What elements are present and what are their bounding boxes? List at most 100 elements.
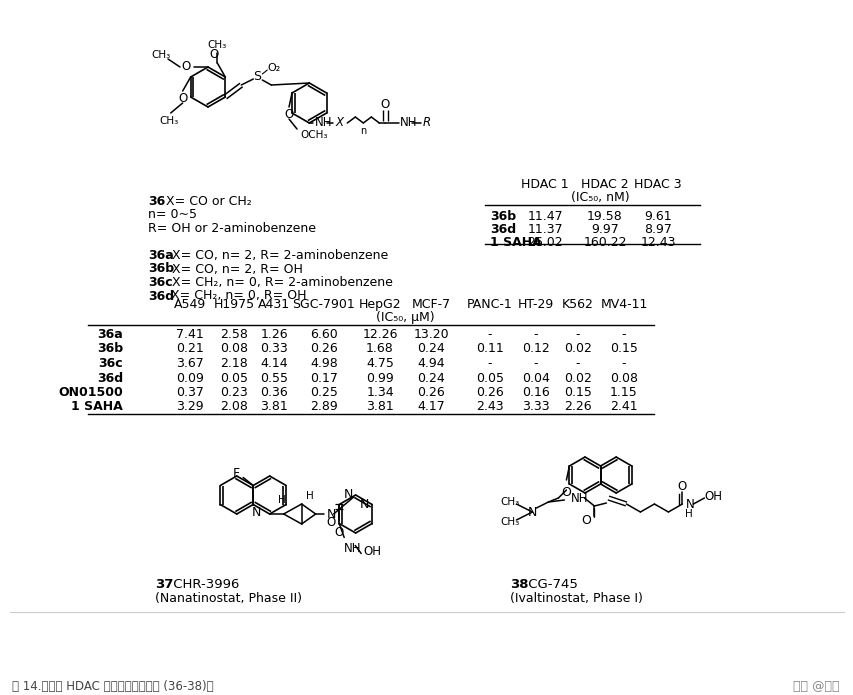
Text: 0.36: 0.36 [260, 386, 287, 399]
Text: 13.20: 13.20 [413, 328, 449, 341]
Text: 0.25: 0.25 [310, 386, 338, 399]
Text: HT-29: HT-29 [517, 298, 554, 311]
Text: O: O [581, 514, 590, 527]
Text: O: O [181, 60, 190, 74]
Text: O: O [326, 516, 335, 530]
Text: 12.43: 12.43 [640, 236, 675, 249]
Text: 9.97: 9.97 [590, 223, 618, 236]
Text: HDAC 3: HDAC 3 [634, 178, 681, 191]
Text: 2.18: 2.18 [220, 357, 247, 370]
Text: O₂: O₂ [267, 63, 281, 73]
Text: N: N [343, 489, 352, 502]
Text: 36b: 36b [148, 263, 174, 275]
Text: 4.17: 4.17 [416, 400, 444, 414]
Text: CG-745: CG-745 [524, 578, 577, 591]
Text: 36c: 36c [98, 357, 123, 370]
Text: 36d: 36d [96, 372, 123, 384]
Text: 0.02: 0.02 [563, 372, 591, 384]
Text: SGC-7901: SGC-7901 [293, 298, 355, 311]
Text: 0.08: 0.08 [220, 343, 247, 356]
Text: O: O [210, 49, 218, 61]
Text: 0.26: 0.26 [310, 343, 338, 356]
Text: 8.97: 8.97 [643, 223, 671, 236]
Text: MCF-7: MCF-7 [411, 298, 450, 311]
Text: 26.02: 26.02 [526, 236, 562, 249]
Text: X= CO or CH₂: X= CO or CH₂ [162, 195, 252, 208]
Text: 2.41: 2.41 [610, 400, 637, 414]
Text: O: O [560, 486, 571, 499]
Text: 1.15: 1.15 [609, 386, 637, 399]
Text: N: N [527, 505, 537, 518]
Text: PANC-1: PANC-1 [467, 298, 513, 311]
Text: 0.17: 0.17 [310, 372, 338, 384]
Text: 3.29: 3.29 [176, 400, 204, 414]
Text: 0.11: 0.11 [476, 343, 503, 356]
Text: 2.08: 2.08 [220, 400, 247, 414]
Text: CHR-3996: CHR-3996 [169, 578, 239, 591]
Text: 4.98: 4.98 [310, 357, 338, 370]
Text: 3.67: 3.67 [176, 357, 204, 370]
Text: 0.99: 0.99 [366, 372, 393, 384]
Text: 0.16: 0.16 [521, 386, 549, 399]
Text: OH: OH [363, 545, 380, 558]
Text: 0.05: 0.05 [220, 372, 247, 384]
Text: 0.26: 0.26 [476, 386, 503, 399]
Text: -: - [487, 328, 491, 341]
Text: ON01500: ON01500 [58, 386, 123, 399]
Text: 11.37: 11.37 [526, 223, 562, 236]
Text: X= CO, n= 2, R= OH: X= CO, n= 2, R= OH [168, 263, 303, 275]
Text: 0.05: 0.05 [475, 372, 503, 384]
Text: F: F [232, 467, 240, 480]
Text: 0.02: 0.02 [563, 343, 591, 356]
Text: K562: K562 [561, 298, 593, 311]
Text: N: N [359, 498, 368, 511]
Text: 11.47: 11.47 [526, 210, 562, 223]
Text: OCH₃: OCH₃ [299, 130, 327, 140]
Text: A549: A549 [174, 298, 206, 311]
Text: A431: A431 [258, 298, 290, 311]
Text: 0.12: 0.12 [521, 343, 549, 356]
Text: NH: NH [570, 491, 587, 505]
Text: 4.94: 4.94 [417, 357, 444, 370]
Text: 1 SAHA: 1 SAHA [490, 236, 541, 249]
Text: NH: NH [400, 115, 417, 129]
Text: H1975: H1975 [213, 298, 254, 311]
Text: -: - [487, 357, 491, 370]
Text: R: R [422, 115, 430, 129]
Text: HDAC 2: HDAC 2 [581, 178, 628, 191]
Text: 4.75: 4.75 [366, 357, 393, 370]
Text: 0.15: 0.15 [609, 343, 637, 356]
Text: 0.23: 0.23 [220, 386, 247, 399]
Text: 36: 36 [148, 195, 165, 208]
Text: 36b: 36b [490, 210, 515, 223]
Text: HepG2: HepG2 [358, 298, 401, 311]
Text: 0.33: 0.33 [260, 343, 287, 356]
Text: CH₃: CH₃ [207, 40, 227, 50]
Text: HDAC 1: HDAC 1 [520, 178, 568, 191]
Text: S: S [253, 70, 261, 83]
Text: OH: OH [704, 489, 722, 502]
Text: 1 SAHA: 1 SAHA [71, 400, 123, 414]
Text: 19.58: 19.58 [587, 210, 622, 223]
Text: 0.24: 0.24 [416, 343, 444, 356]
Text: 2.26: 2.26 [564, 400, 591, 414]
Text: 1.34: 1.34 [366, 386, 393, 399]
Text: 36b: 36b [96, 343, 123, 356]
Text: 2.43: 2.43 [476, 400, 503, 414]
Text: 160.22: 160.22 [583, 236, 626, 249]
Text: -: - [575, 357, 579, 370]
Text: CH₃: CH₃ [500, 497, 519, 507]
Text: MV4-11: MV4-11 [600, 298, 647, 311]
Text: N: N [252, 506, 260, 519]
Text: R= OH or 2-aminobenzene: R= OH or 2-aminobenzene [148, 222, 316, 235]
Text: X= CH₂, n= 0, R= 2-aminobenzene: X= CH₂, n= 0, R= 2-aminobenzene [168, 276, 392, 289]
Text: 1.68: 1.68 [366, 343, 393, 356]
Text: 4.14: 4.14 [260, 357, 287, 370]
Text: 0.21: 0.21 [176, 343, 204, 356]
Text: 3.81: 3.81 [260, 400, 287, 414]
Text: 3.81: 3.81 [366, 400, 393, 414]
Text: CH₃: CH₃ [159, 116, 178, 126]
Text: 1.26: 1.26 [260, 328, 287, 341]
Text: H: H [305, 491, 313, 501]
Text: 0.24: 0.24 [416, 372, 444, 384]
